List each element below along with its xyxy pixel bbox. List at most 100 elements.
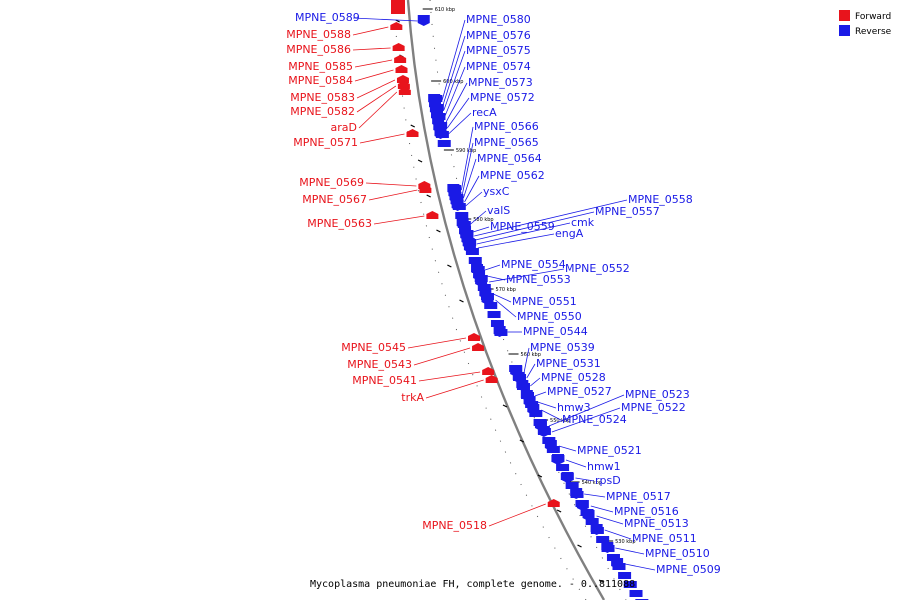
label-line — [464, 175, 480, 203]
tick-label: 570 kbp — [496, 287, 516, 293]
label-line — [625, 563, 656, 571]
gene-label-reverse: MPNE_0531 — [536, 357, 601, 370]
reverse-gene-block — [474, 275, 488, 282]
gene-label-reverse: MPNE_0572 — [470, 91, 535, 104]
gene-label-reverse: MPNE_0524 — [562, 413, 627, 426]
gene-label-forward: MPNE_0567 — [302, 193, 367, 206]
forward-gene-MPNE_0567 — [419, 185, 432, 193]
label-line — [523, 347, 530, 373]
label-lines — [352, 17, 656, 571]
forward-gene-MPNE_0586 — [392, 43, 405, 51]
label-line — [484, 264, 501, 271]
gene-label-reverse: MPNE_0552 — [565, 262, 630, 275]
label-line — [470, 210, 487, 225]
gene-label-reverse: hmw3 — [557, 401, 591, 414]
label-line — [548, 394, 625, 427]
label-line — [442, 35, 466, 106]
gene-label-forward: MPNE_0585 — [288, 60, 353, 73]
gene-label-reverse: MPNE_0510 — [645, 547, 710, 560]
genome-backbone — [406, 0, 606, 600]
label-line — [534, 391, 547, 397]
gene-label-reverse: MPNE_0551 — [512, 295, 577, 308]
reverse-gene-block — [490, 320, 504, 327]
label-line — [584, 493, 606, 498]
reverse-gene-block — [570, 491, 584, 498]
reverse-gene-block — [618, 572, 632, 579]
label-line — [475, 211, 595, 241]
forward-gene-MPNE_0583 — [396, 75, 409, 83]
label-line — [425, 379, 484, 399]
gene-label-reverse: MPNE_0589 — [295, 11, 360, 24]
reverse-gene-block — [513, 374, 527, 381]
label-line — [489, 268, 565, 283]
reverse-gene-block — [450, 194, 464, 201]
legend-reverse-label: Reverse — [855, 27, 892, 37]
reverse-gene-block — [580, 509, 594, 516]
gene-label-reverse: MPNE_0511 — [632, 532, 697, 545]
label-line — [488, 503, 546, 527]
gene-label-forward: MPNE_0583 — [290, 91, 355, 104]
minor-tick — [556, 509, 562, 513]
minor-tick — [426, 194, 431, 198]
gene-label-reverse: valS — [487, 204, 510, 217]
gene-label-forward: MPNE_0545 — [341, 341, 406, 354]
gene-label-reverse: MPNE_0517 — [606, 490, 671, 503]
forward-gene-MPNE_0571 — [406, 129, 419, 137]
gene-label-reverse: cmk — [571, 216, 595, 229]
label-line — [558, 445, 577, 452]
label-line — [443, 50, 466, 111]
reverse-gene-block — [429, 95, 443, 102]
label-line — [590, 505, 614, 513]
label-line — [477, 233, 555, 249]
gene-label-reverse: MPNE_0557 — [595, 205, 660, 218]
reverse-gene-block — [509, 365, 523, 372]
forward-gene-araD — [398, 87, 411, 95]
reverse-gene-block — [623, 581, 637, 588]
gene-label-reverse: MPNE_0516 — [614, 505, 679, 518]
label-line — [445, 82, 468, 123]
gene-label-reverse: engA — [555, 227, 584, 240]
label-line — [565, 459, 587, 468]
reverse-gene-block — [484, 302, 498, 309]
gene-label-reverse: MPNE_0527 — [547, 385, 612, 398]
reverse-gene-block — [434, 122, 448, 129]
label-line — [356, 79, 396, 99]
gene-label-reverse: MPNE_0521 — [577, 444, 642, 457]
reverse-gene-block — [596, 536, 610, 543]
gene-label-forward: MPNE_0543 — [347, 358, 412, 371]
gene-label-reverse: MPNE_0554 — [501, 258, 566, 271]
label-line — [418, 371, 481, 382]
gene-label-forward: MPNE_0563 — [307, 217, 372, 230]
gene-label-reverse: MPNE_0564 — [477, 152, 542, 165]
label-line — [359, 133, 405, 144]
forward-gene-MPNE_0588 — [390, 22, 403, 30]
reverse-gene-block — [546, 446, 560, 453]
gene-label-forward: MPNE_0582 — [290, 105, 355, 118]
gene-label-reverse: MPNE_0558 — [628, 193, 693, 206]
gene-label-reverse: hmw1 — [587, 460, 621, 473]
reverse-gene-block — [463, 239, 477, 246]
label-line — [373, 215, 425, 225]
reverse-gene-block — [560, 473, 574, 480]
reverse-gene-block — [457, 221, 471, 228]
label-line — [448, 112, 472, 135]
reverse-gene-block — [601, 545, 615, 552]
forward-gene-MPNE_0545 — [468, 333, 481, 341]
gene-label-reverse: MPNE_0575 — [466, 44, 531, 57]
reverse-gene-block — [590, 527, 604, 534]
reverse-gene-block — [629, 590, 643, 597]
label-line — [462, 142, 474, 195]
reverse-gene-block — [452, 203, 466, 210]
reverse-gene-block — [525, 401, 539, 408]
minor-tick — [459, 299, 464, 303]
gene-label-reverse: MPNE_0522 — [621, 401, 686, 414]
label-line — [604, 529, 632, 540]
minor-tick — [577, 544, 582, 548]
gene-label-reverse: MPNE_0550 — [517, 310, 582, 323]
gene-label-reverse: MPNE_0523 — [625, 388, 690, 401]
reverse-gene-block — [465, 248, 479, 255]
gene-label-reverse: MPNE_0573 — [468, 76, 533, 89]
forward-gene-block — [391, 0, 405, 14]
label-line — [465, 191, 483, 207]
